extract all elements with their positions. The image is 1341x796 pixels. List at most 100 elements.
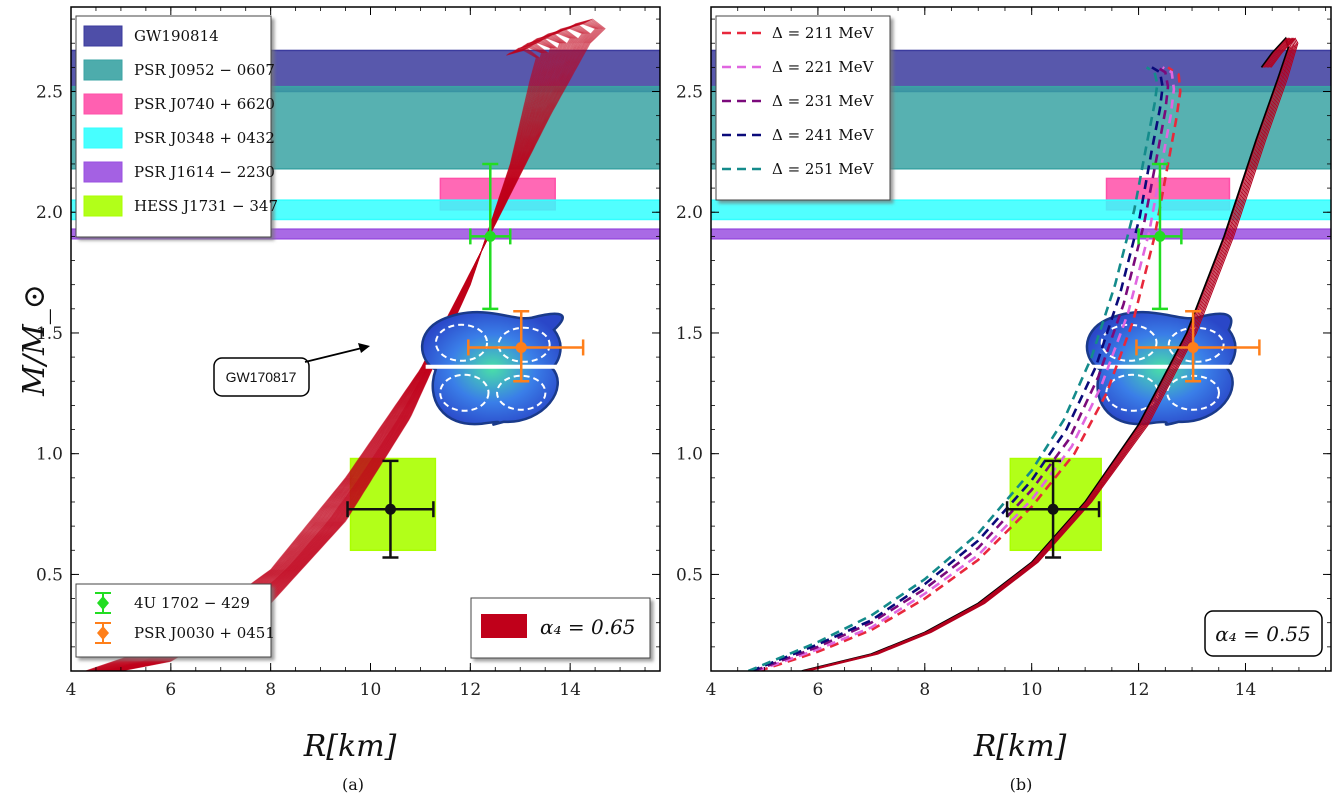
x-axis-label-b: R[km] [973,729,1067,764]
y-tick-label: 1.5 [676,324,703,344]
axes-frame-a [70,6,661,672]
ticks-b: 4 6 8 10 12 14 0.5 1.0 1.5 2.0 2.5 [676,7,1331,700]
y-tick-label: 2.0 [676,203,703,223]
y-tick-label: 2.5 [676,83,703,103]
alpha-legend-a: α₄ = 0.65 [470,597,651,659]
solid-mr-curve [808,37,1299,671]
error-point [467,309,585,383]
arrowhead-icon [358,343,370,353]
legend-swatch [83,93,123,115]
legend-swatch [83,195,123,217]
legend-label: Δ = 231 MeV [772,92,875,110]
x-tick-label: 6 [812,680,823,700]
legend-label: PSR J0348 + 0432 [134,129,275,147]
series-line-1 [758,66,1182,671]
band-psr-1614 [71,228,660,240]
x-tick-label: 14 [1235,680,1257,700]
alpha-legend-b: α₄ = 0.55 [1204,610,1323,657]
ticks-a: 4 6 8 10 12 14 0.5 1.0 1.5 2.0 2.5 [36,7,660,700]
band-psr-0348 [711,199,1331,221]
gw170817-inner-contour [434,323,489,362]
error-point-marker [1047,503,1059,515]
solid-curves-b [801,36,1299,671]
x-tick-label: 12 [1128,680,1150,700]
legend-label: Δ = 241 MeV [772,126,875,144]
legend-label: HESS J1731 − 347 [134,197,278,215]
legend-points-a: 4U 1702 − 429 PSR J0030 + 0451 [75,583,275,658]
legend-label: PSR J0952 − 0607 [134,61,275,79]
diamond-icon [97,626,109,640]
error-point [1135,309,1261,383]
error-points-b [1005,162,1261,559]
annotation-box [213,357,310,397]
x-tick-label: 4 [706,680,717,700]
y-tick-label: 1.5 [36,324,63,344]
error-point-marker [484,230,496,242]
x-tick-label: 6 [165,680,176,700]
alpha-legend-swatch [481,614,527,638]
legend-swatch [83,161,123,183]
y-tick-label: 0.5 [676,565,703,585]
series-line-2 [755,66,1176,671]
legend-label: Δ = 211 MeV [772,24,875,42]
x-tick-label: 12 [460,680,482,700]
legend-swatch [83,59,123,81]
gw170817-inner-contour [496,374,547,411]
alpha-legend-box-b [1204,610,1323,657]
legend-series-b: Δ = 211 MeV Δ = 221 MeV Δ = 231 MeV Δ = 241… [715,15,891,201]
dashed-curves-b [747,66,1182,671]
y-tick-label: 1.0 [676,445,703,465]
x-tick-label: 10 [360,680,382,700]
legend-swatch [83,127,123,149]
series-line-3 [753,66,1170,671]
error-point [1005,459,1101,559]
error-point-marker [1154,230,1166,242]
gw170817-contour [420,310,564,426]
error-point [469,162,512,311]
series-line-5 [747,66,1159,671]
error-point-marker [384,503,396,515]
legend-label: 4U 1702 − 429 [134,594,250,612]
x-tick-label: 4 [66,680,77,700]
caption-b: (b) [1010,775,1033,794]
legend-bands-a: GW190814 PSR J0952 − 0607 PSR J0740 + 6620… [75,15,278,238]
legend-label: Δ = 251 MeV [772,160,875,178]
series-line-4 [750,66,1164,671]
legend-label: PSR J0030 + 0451 [134,624,275,642]
legend-box-points [75,583,272,658]
error-point-marker [515,341,527,353]
gw170817-inner-contour [439,373,490,412]
error-points-a [346,162,585,559]
alpha-legend-label: α₄ = 0.65 [540,615,636,639]
gw170817-inner-contour [1100,323,1158,362]
alpha-legend-label-b: α₄ = 0.55 [1215,622,1311,646]
axes-frame-b [710,6,1332,672]
annotation-arrow [304,347,363,363]
legend-label: GW190814 [134,27,219,45]
x-tick-label: 8 [919,680,930,700]
error-point-marker [1187,341,1199,353]
legend-label: PSR J1614 − 2230 [134,163,275,181]
annotation-label: GW170817 [226,369,297,385]
gw170817-inner-contour [497,326,551,363]
x-tick-label: 10 [1021,680,1043,700]
gw170817-annotation: GW170817 [213,343,370,397]
y-tick-label: 0.5 [36,565,63,585]
y-tick-label: 1.0 [36,445,63,465]
y-tick-label: 2.0 [36,203,63,223]
legend-label: PSR J0740 + 6620 [134,95,275,113]
error-point [1137,162,1183,311]
error-point [346,459,435,559]
legend-label: Δ = 221 MeV [772,58,875,76]
panel-b: 4 6 8 10 12 14 0.5 1.0 1.5 2.0 2.5 R[km] (b) Δ = 2… [676,6,1332,794]
panel-a: 4 6 8 10 12 14 0.5 1.0 1.5 2.0 2.5 R[km] M/M_⊙ (a)… [17,6,661,794]
y-tick-label: 2.5 [36,83,63,103]
legend-swatch [83,25,123,47]
x-tick-label: 8 [265,680,276,700]
caption-a: (a) [342,775,364,794]
y-axis-label: M/M_⊙ [17,284,52,397]
x-axis-label-a: R[km] [303,729,397,764]
diamond-icon [97,596,109,610]
band-psr-1614 [711,228,1331,240]
